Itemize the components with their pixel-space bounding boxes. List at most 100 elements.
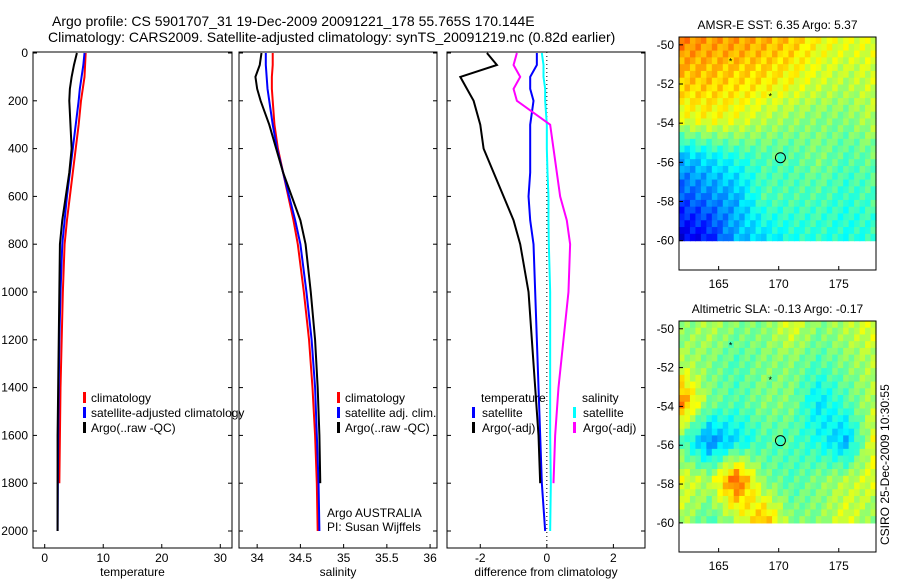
heatmap-cell xyxy=(837,401,844,410)
heatmap-cell xyxy=(854,489,861,497)
heatmap-cell xyxy=(766,462,773,470)
heatmap-cell xyxy=(755,220,762,228)
heatmap-cell xyxy=(870,64,877,72)
heatmap-cell xyxy=(815,233,822,242)
heatmap-cell xyxy=(706,213,713,221)
y-tick-label: -58 xyxy=(657,194,675,208)
heatmap-cell xyxy=(761,388,768,396)
heatmap-cell xyxy=(782,509,790,517)
y-tick-label: 0 xyxy=(21,46,28,60)
heatmap-cell xyxy=(679,186,686,194)
heatmap-cell xyxy=(826,435,833,443)
heatmap-cell xyxy=(837,354,844,362)
heatmap-cell xyxy=(700,395,707,403)
heatmap-cell xyxy=(761,462,768,470)
x-tick-label: 165 xyxy=(709,277,729,291)
heatmap-cell xyxy=(821,361,828,369)
heatmap-cell xyxy=(854,341,861,349)
heatmap-cell xyxy=(761,70,768,79)
heatmap-cell xyxy=(859,448,866,457)
heatmap-cell xyxy=(717,327,724,336)
heatmap-cell xyxy=(772,145,779,153)
heatmap-cell xyxy=(843,361,850,369)
heatmap-cell xyxy=(859,91,866,99)
heatmap-cell xyxy=(826,220,833,228)
heatmap-cell xyxy=(717,199,724,208)
heatmap-cell xyxy=(755,50,762,58)
heatmap-cell xyxy=(793,138,800,147)
heatmap-cell xyxy=(755,495,762,504)
heatmap-cell xyxy=(793,165,800,174)
heatmap-cell xyxy=(788,186,795,194)
heatmap-cell xyxy=(695,347,702,356)
heatmap-cell xyxy=(793,482,800,490)
axes-box xyxy=(446,51,646,549)
heatmap-cell xyxy=(772,374,779,383)
heatmap-cell xyxy=(711,98,718,106)
heatmap-cell xyxy=(700,388,707,396)
heatmap-cell xyxy=(782,502,790,511)
heatmap-cell xyxy=(815,482,822,490)
heatmap-cell xyxy=(728,193,735,201)
heatmap-cell xyxy=(679,321,686,329)
heatmap-cell xyxy=(728,489,735,497)
heatmap-cell xyxy=(799,448,806,457)
heatmap-cell xyxy=(750,98,757,106)
heatmap-cell xyxy=(804,159,811,167)
heatmap-cell xyxy=(733,57,740,65)
heatmap-cell xyxy=(870,43,877,52)
heatmap-cell xyxy=(706,469,713,477)
heatmap-cell xyxy=(772,118,779,126)
heatmap-cell xyxy=(821,415,828,423)
heatmap-cell xyxy=(837,475,844,484)
heatmap-cell xyxy=(744,132,751,140)
heatmap-cell xyxy=(782,91,790,99)
x-tick-label: 30 xyxy=(214,551,228,565)
heatmap-cell xyxy=(755,448,762,457)
heatmap-cell xyxy=(728,98,735,106)
x-tick-label: 0 xyxy=(543,551,550,565)
heatmap-cell xyxy=(804,368,811,376)
heatmap-cell xyxy=(689,159,697,167)
heatmap-cell xyxy=(750,186,757,194)
heatmap-cell xyxy=(837,111,844,120)
heatmap-cell xyxy=(766,381,773,389)
heatmap-cell xyxy=(815,516,822,524)
heatmap-cell xyxy=(848,361,855,369)
heatmap-cell xyxy=(815,152,822,160)
heatmap-cell xyxy=(777,321,784,329)
heatmap-cell xyxy=(826,482,833,490)
heatmap-cell xyxy=(750,435,757,443)
heatmap-cell xyxy=(711,159,718,167)
heatmap-cell xyxy=(865,415,872,423)
heatmap-cell xyxy=(772,516,779,524)
legend-swatch xyxy=(83,407,86,418)
heatmap-cell xyxy=(843,502,850,511)
series-line-sat xyxy=(527,53,547,532)
heatmap-cell xyxy=(772,341,779,349)
heatmap-cell xyxy=(843,186,850,194)
heatmap-cell xyxy=(788,321,795,329)
heatmap-cell xyxy=(772,475,779,484)
y-tick-label: 2000 xyxy=(1,524,28,538)
heatmap-cell xyxy=(859,469,866,477)
heatmap-cell xyxy=(837,327,844,336)
series-line-salsat xyxy=(540,52,552,532)
heatmap-cell xyxy=(689,455,697,463)
heatmap-cell xyxy=(870,111,877,120)
heatmap-cell xyxy=(717,482,724,490)
heatmap-cell xyxy=(821,98,828,106)
heatmap-cell xyxy=(711,502,718,511)
heatmap-cell xyxy=(821,159,828,167)
heatmap-cell xyxy=(837,227,844,235)
heatmap-cell xyxy=(799,152,806,160)
heatmap-cell xyxy=(739,43,746,52)
heatmap-cell xyxy=(700,347,707,356)
heatmap-cell xyxy=(793,91,800,99)
heatmap-cell xyxy=(766,442,773,450)
heatmap-cell xyxy=(679,138,686,147)
heatmap-cell xyxy=(761,125,768,133)
heatmap-cell xyxy=(826,186,833,194)
heatmap-cell xyxy=(739,347,746,356)
